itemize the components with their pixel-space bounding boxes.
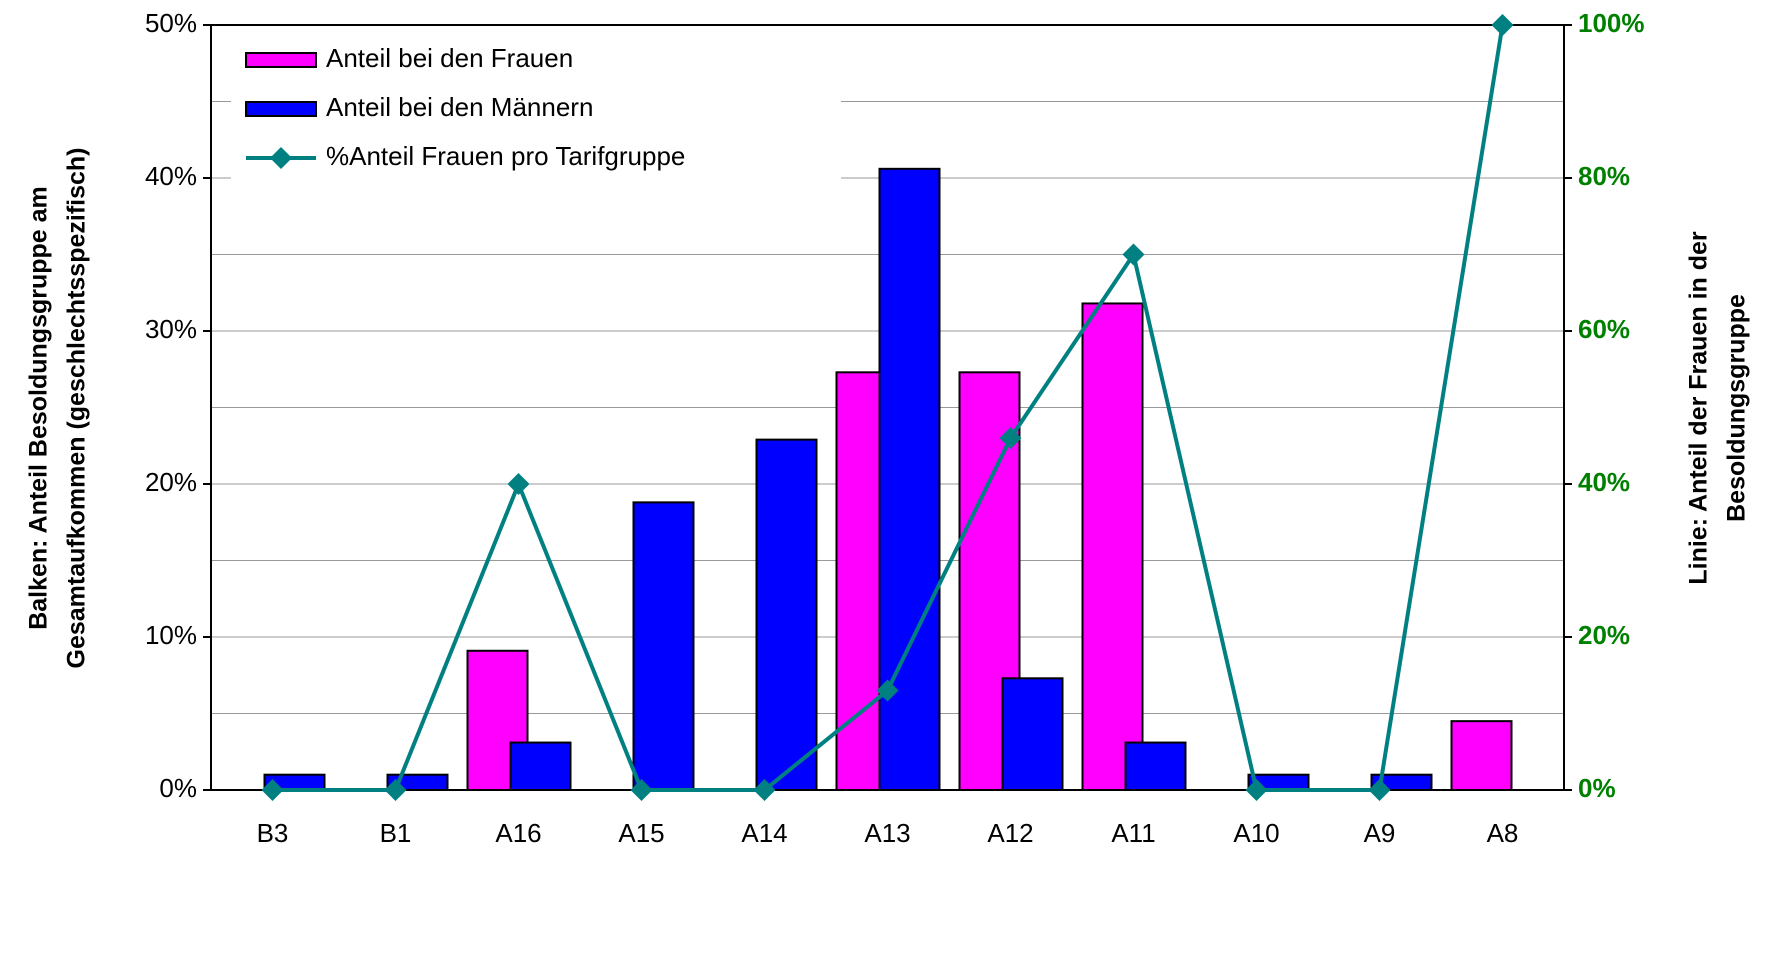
y-tick-label: 0% [159,773,197,803]
bar [632,501,695,791]
line-marker [1491,14,1514,36]
line-marker [507,473,530,495]
y-axis-title: Balken: Anteil Besoldungsgruppe am Gesam… [25,148,91,669]
legend-label: %Anteil Frauen pro Tarifgruppe [326,141,685,171]
bar [1450,720,1513,792]
x-tick-label: A15 [618,818,664,848]
bar [1001,677,1064,791]
line-marker [753,779,776,801]
x-tick-label: A14 [741,818,787,848]
line-marker [1368,779,1391,801]
x-tick-label: A11 [1111,818,1155,848]
legend-swatch [245,101,317,117]
y-tick-label: 40% [145,161,197,191]
legend-box [231,33,841,193]
y2-tick-label: 60% [1578,314,1630,344]
line-marker [876,679,899,702]
line-marker [1245,779,1268,801]
y-axis-title-line: Balken: Anteil Besoldungsgruppe am [25,186,53,630]
y2-tick-label: 40% [1578,467,1630,497]
x-tick-label: A8 [1487,818,1519,848]
line-marker [384,779,407,801]
x-tick-label: A9 [1364,818,1396,848]
line-marker [999,427,1022,450]
line-marker [261,779,284,801]
bar [1081,302,1144,791]
line-marker [1122,243,1145,266]
y2-tick-label: 80% [1578,161,1630,191]
y-tick-label: 50% [145,8,197,38]
legend-marker [270,147,292,169]
plot-frame [210,24,1565,791]
y2-axis-title: Linie: Anteil der Frauen in der Besoldun… [1685,231,1751,585]
x-tick-label: A10 [1233,818,1279,848]
legend: Anteil bei den Frauen Anteil bei den Männ… [231,33,841,193]
legend-label: Anteil bei den Frauen [326,43,573,73]
y-axis-title-line: Gesamtaufkommen (geschlechtsspezifisch) [63,148,91,669]
y-tick-label: 10% [145,620,197,650]
y2-tick-label: 100% [1578,8,1645,38]
bar [755,438,818,791]
bar [509,741,572,792]
legend-label: Anteil bei den Männern [326,92,593,122]
y2-tick-label: 20% [1578,620,1630,650]
bar [1124,741,1187,792]
x-tick-label: A12 [987,818,1033,848]
y2-axis-title-line: Besoldungsgruppe [1723,294,1751,522]
bar [466,649,529,792]
y-tick-label: 20% [145,467,197,497]
x-tick-label: A13 [864,818,910,848]
y2-axis-title-line: Linie: Anteil der Frauen in der [1685,231,1713,585]
line-marker [630,779,653,801]
y-tick-label: 30% [145,314,197,344]
y2-tick-label: 0% [1578,773,1616,803]
x-tick-label: A16 [495,818,541,848]
legend-swatch [245,52,317,68]
x-tick-label: B3 [257,818,289,848]
x-tick-label: B1 [380,818,412,848]
